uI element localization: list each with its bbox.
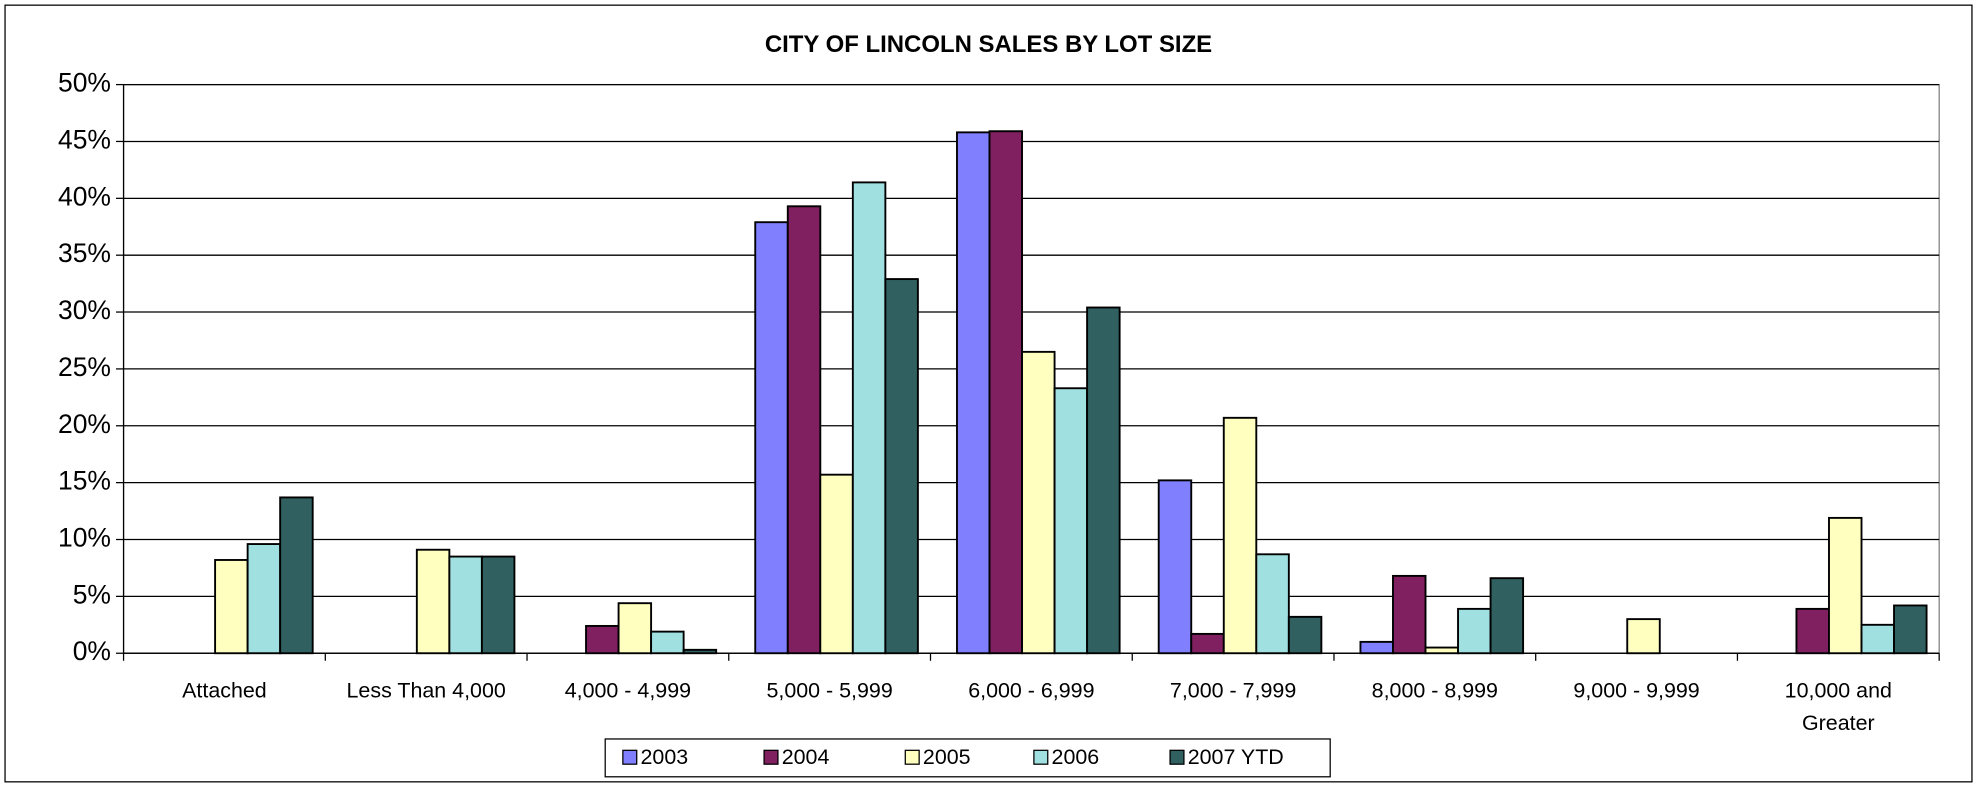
bar	[1086, 306, 1121, 655]
bar	[956, 131, 991, 655]
x-tick-label: 4,000 - 4,999	[564, 678, 692, 703]
x-tick-label-box: 6,000 - 6,999	[968, 678, 1095, 703]
bar	[1021, 350, 1056, 655]
bar	[754, 221, 789, 655]
x-tick-label-box: Less Than 4,000	[346, 678, 506, 703]
x-tick-label-box: Attached	[182, 678, 267, 703]
bar	[1287, 615, 1323, 655]
bar	[585, 624, 620, 655]
bar	[1828, 516, 1863, 655]
x-tick-label-box: 5,000 - 5,999	[766, 678, 893, 703]
bar	[650, 630, 685, 655]
y-tick-label: 15%	[58, 466, 111, 496]
y-tick-label: 10%	[58, 523, 111, 553]
bar	[884, 278, 919, 655]
y-tick-label: 5%	[73, 579, 111, 609]
legend-swatch	[622, 749, 638, 765]
bar	[279, 496, 314, 655]
y-tick-label: 25%	[58, 352, 111, 382]
y-tick-label: 35%	[58, 238, 111, 268]
x-tick-label: 9,000 - 9,999	[1573, 678, 1700, 703]
legend-swatch	[763, 749, 779, 765]
bar	[480, 555, 516, 655]
bar	[1222, 416, 1258, 655]
x-tick-label: Less Than 4,000	[346, 678, 506, 703]
bar	[1626, 618, 1661, 655]
bar	[1157, 479, 1193, 655]
x-tick-label-box: 9,000 - 9,999	[1573, 678, 1700, 703]
x-tick-label-box: 10,000 and Greater	[1784, 678, 1892, 736]
y-tick-label: 40%	[58, 181, 111, 211]
y-tick-label: 45%	[58, 124, 111, 154]
bar	[1795, 607, 1830, 655]
bar	[1860, 623, 1895, 655]
chart-title: CITY OF LINCOLN SALES BY LOT SIZE	[765, 31, 1212, 58]
legend-label: 2007 YTD	[1188, 745, 1284, 769]
bar	[819, 473, 854, 655]
legend-label: 2003	[641, 745, 689, 769]
y-tick-label: 20%	[58, 409, 111, 439]
y-tick-label: 0%	[73, 636, 111, 666]
bar	[617, 602, 653, 655]
bar	[1489, 577, 1525, 655]
bar	[1359, 640, 1394, 655]
y-tick-label: 50%	[58, 68, 111, 98]
bar	[786, 205, 822, 655]
bar	[1190, 632, 1225, 655]
x-tick-label: 6,000 - 6,999	[968, 678, 1095, 703]
bar	[1424, 646, 1459, 655]
legend-label: 2004	[782, 745, 830, 769]
x-tick-label-box: 4,000 - 4,999	[564, 678, 692, 703]
bar	[682, 648, 718, 655]
legend-swatch	[1033, 749, 1049, 765]
legend-swatch	[904, 749, 920, 765]
bar	[988, 130, 1023, 655]
bar	[415, 548, 451, 655]
bar	[1457, 607, 1492, 655]
x-tick-label-box: 7,000 - 7,999	[1169, 678, 1297, 703]
legend: 2003 2004 2005 2006 2007 YTD	[604, 738, 1331, 778]
x-tick-label: 8,000 - 8,999	[1371, 678, 1498, 703]
legend-label: 2005	[923, 745, 971, 769]
x-tick-label: 7,000 - 7,999	[1169, 678, 1297, 703]
bar	[214, 559, 249, 655]
x-tick-label-box: 8,000 - 8,999	[1371, 678, 1498, 703]
bar	[851, 181, 887, 655]
bar	[1893, 604, 1928, 655]
bar	[448, 555, 483, 655]
x-tick-label: Attached	[182, 678, 267, 703]
legend-swatch	[1169, 749, 1185, 765]
bar	[1392, 574, 1427, 655]
bar	[1053, 387, 1089, 655]
legend-box	[604, 738, 1331, 778]
y-tick-label: 30%	[58, 295, 111, 325]
bar	[246, 543, 282, 655]
legend-label: 2006	[1052, 745, 1100, 769]
bar	[1255, 553, 1290, 655]
x-tick-label: 5,000 - 5,999	[766, 678, 893, 703]
x-tick-label: 10,000 and Greater	[1784, 678, 1892, 736]
